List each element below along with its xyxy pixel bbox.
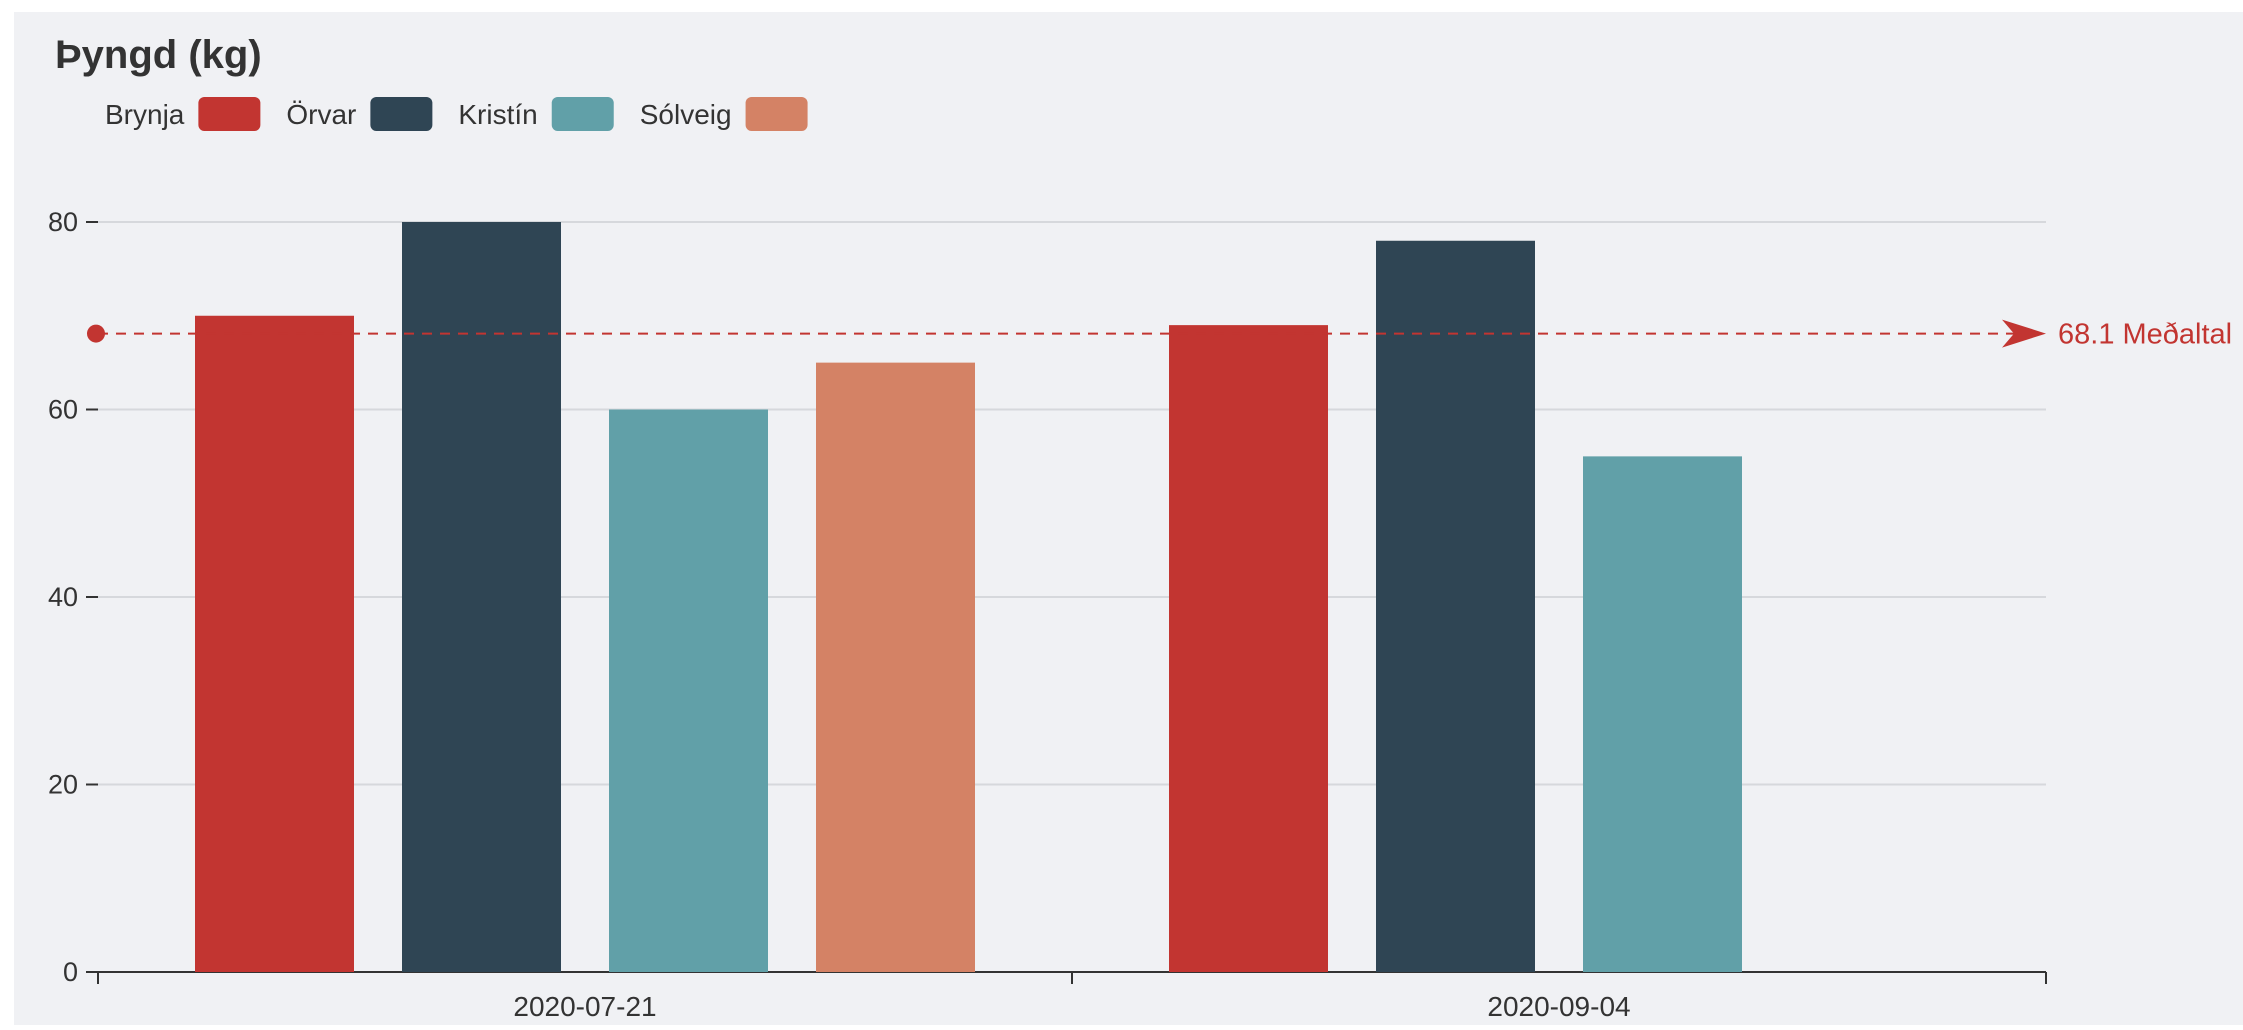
bar xyxy=(402,222,561,972)
mark-line-arrow xyxy=(2002,319,2046,348)
bars xyxy=(195,222,1742,972)
legend-label-2: Kristín xyxy=(458,99,537,130)
y-tick-label: 20 xyxy=(48,770,78,800)
legend-swatch-3 xyxy=(745,97,808,131)
x-tick-label: 2020-07-21 xyxy=(513,991,656,1022)
average-mark-line: 68.1 Meðaltal xyxy=(87,319,2232,351)
y-tick-label: 60 xyxy=(48,395,78,425)
mark-line-start-dot xyxy=(87,324,105,343)
y-tick-label: 40 xyxy=(48,582,78,612)
bar xyxy=(1583,456,1742,972)
bar xyxy=(1376,240,1535,972)
y-axis: 0 20 40 60 80 xyxy=(48,207,98,987)
legend-label-0: Brynja xyxy=(105,99,185,130)
legend-label-1: Örvar xyxy=(286,99,356,130)
y-tick-label: 80 xyxy=(48,207,78,237)
bar xyxy=(195,315,354,972)
bar xyxy=(816,362,975,972)
bar xyxy=(1169,325,1328,972)
legend-label-3: Sólveig xyxy=(640,99,732,130)
chart-title: Þyngd (kg) xyxy=(55,33,262,77)
legend-swatch-1 xyxy=(370,97,433,131)
legend-swatch-0 xyxy=(198,97,261,131)
legend-swatch-2 xyxy=(551,97,614,131)
bar xyxy=(609,409,768,972)
x-tick-label: 2020-09-04 xyxy=(1487,991,1630,1022)
y-tick-label: 0 xyxy=(63,957,78,987)
legend: Brynja Örvar Kristín Sólveig xyxy=(105,97,808,131)
chart-background xyxy=(14,12,2243,1025)
mark-line-label: 68.1 Meðaltal xyxy=(2058,319,2232,351)
